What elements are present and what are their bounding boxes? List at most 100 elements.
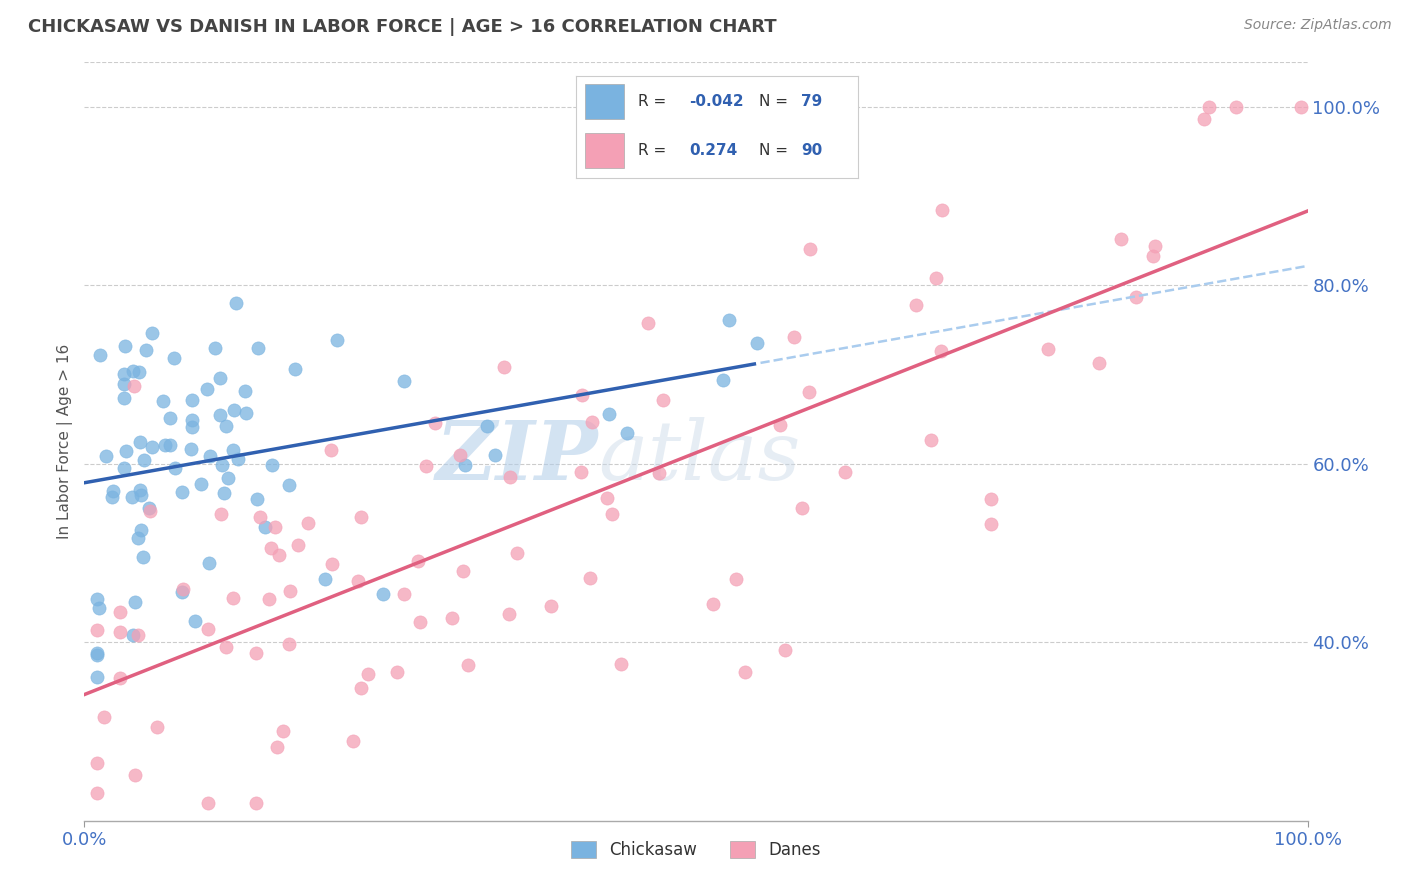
Y-axis label: In Labor Force | Age > 16: In Labor Force | Age > 16 — [58, 344, 73, 539]
Point — [138, 500, 160, 515]
Text: Source: ZipAtlas.com: Source: ZipAtlas.com — [1244, 18, 1392, 32]
Point — [834, 465, 856, 479]
Text: R =: R = — [638, 94, 672, 109]
Point — [115, 444, 138, 458]
Point — [505, 546, 527, 560]
Point — [284, 361, 307, 376]
Point — [249, 510, 271, 524]
Point — [440, 610, 463, 624]
Point — [925, 270, 948, 285]
Point — [208, 371, 231, 385]
Point — [153, 438, 176, 452]
Point — [181, 420, 204, 434]
Point — [277, 477, 299, 491]
Point — [212, 485, 235, 500]
Point — [1198, 100, 1220, 114]
Point — [571, 388, 593, 402]
Point — [702, 597, 724, 611]
Point — [342, 733, 364, 747]
Point — [278, 637, 301, 651]
Point — [114, 339, 136, 353]
Point — [127, 531, 149, 545]
Point — [579, 571, 602, 585]
Point — [980, 517, 1002, 532]
Point — [94, 450, 117, 464]
Point — [225, 296, 247, 310]
Point — [260, 541, 283, 555]
Point — [100, 490, 122, 504]
Point — [124, 768, 146, 782]
Point — [775, 643, 797, 657]
Point — [208, 408, 231, 422]
Point — [392, 374, 415, 388]
Point — [197, 622, 219, 636]
Point — [108, 671, 131, 685]
Point — [264, 520, 287, 534]
Point — [357, 666, 380, 681]
Point — [257, 591, 280, 606]
Point — [86, 623, 108, 637]
Point — [89, 348, 111, 362]
Point — [217, 471, 239, 485]
Point — [385, 665, 408, 679]
Point — [129, 488, 152, 502]
Text: -0.042: -0.042 — [689, 94, 744, 109]
Text: 79: 79 — [801, 94, 823, 109]
Point — [1225, 100, 1247, 114]
Bar — [585, 84, 624, 119]
Point — [163, 351, 186, 365]
Point — [349, 509, 371, 524]
Point — [451, 564, 474, 578]
Point — [233, 384, 256, 399]
Point — [141, 440, 163, 454]
Point — [1142, 248, 1164, 262]
Point — [267, 548, 290, 562]
Point — [454, 458, 477, 472]
Point — [347, 574, 370, 588]
Text: 0.274: 0.274 — [689, 144, 737, 158]
Text: R =: R = — [638, 144, 672, 158]
Point — [797, 385, 820, 400]
Point — [129, 483, 152, 497]
Point — [711, 373, 734, 387]
Point — [425, 416, 447, 430]
Point — [122, 364, 145, 378]
Point — [86, 756, 108, 770]
Point — [734, 665, 756, 679]
Point — [350, 681, 373, 695]
Point — [172, 582, 194, 597]
Point — [980, 492, 1002, 507]
Point — [717, 313, 740, 327]
Point — [183, 614, 205, 628]
Point — [197, 796, 219, 810]
Text: N =: N = — [759, 94, 793, 109]
Point — [103, 483, 125, 498]
Point — [87, 600, 110, 615]
Point — [152, 394, 174, 409]
Point — [86, 646, 108, 660]
Point — [190, 477, 212, 491]
Point — [163, 461, 186, 475]
Point — [204, 341, 226, 355]
Point — [297, 516, 319, 531]
Point — [129, 523, 152, 537]
Point — [145, 720, 167, 734]
Point — [287, 538, 309, 552]
Point — [648, 467, 671, 481]
Bar — [585, 133, 624, 168]
Point — [373, 587, 395, 601]
Point — [449, 448, 471, 462]
Point — [180, 413, 202, 427]
Point — [215, 418, 238, 433]
Point — [394, 587, 416, 601]
Text: N =: N = — [759, 144, 793, 158]
Point — [209, 508, 232, 522]
Point — [245, 796, 267, 810]
Point — [93, 710, 115, 724]
Point — [783, 329, 806, 343]
Point — [596, 491, 619, 505]
Point — [799, 242, 821, 256]
Text: 90: 90 — [801, 144, 823, 158]
Point — [181, 392, 204, 407]
Point — [195, 382, 218, 396]
